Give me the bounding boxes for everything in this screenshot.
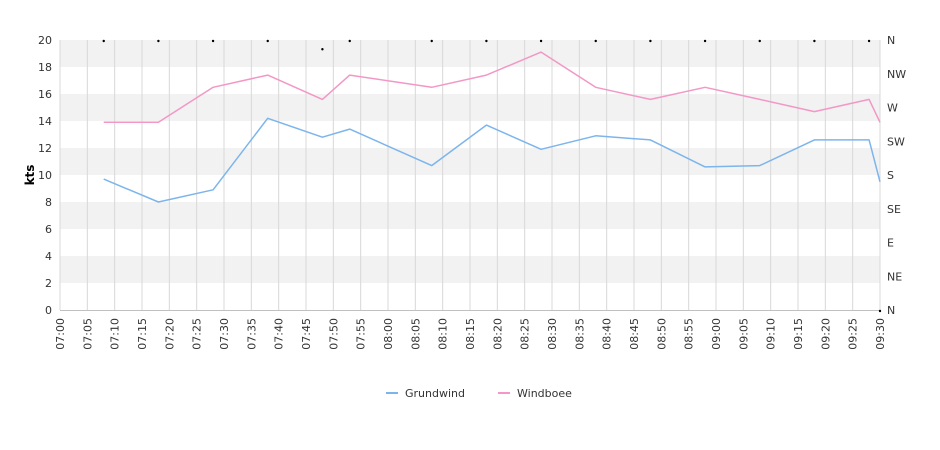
series-line-grundwind bbox=[103, 117, 881, 203]
series-lines bbox=[103, 51, 881, 203]
x-tick-label: 07:55 bbox=[355, 318, 368, 350]
x-tick-label: 09:00 bbox=[710, 318, 723, 350]
direction-marker bbox=[813, 39, 816, 43]
y-tick-label: 18 bbox=[38, 61, 52, 74]
x-tick-label: 07:05 bbox=[81, 318, 94, 350]
x-tick-label: 08:10 bbox=[437, 318, 450, 350]
direction-markers bbox=[102, 39, 882, 313]
y-tick-label: 10 bbox=[38, 169, 52, 182]
x-tick-label: 07:15 bbox=[136, 318, 149, 350]
direction-marker bbox=[348, 39, 351, 43]
x-tick-label: 09:30 bbox=[874, 318, 887, 350]
x-tick-label: 09:05 bbox=[737, 318, 750, 350]
y-axis-label: kts bbox=[23, 165, 37, 186]
x-tick-label: 07:25 bbox=[191, 318, 204, 350]
y2-tick-label: NW bbox=[887, 68, 906, 81]
direction-marker bbox=[485, 39, 488, 43]
y2-tick-label: SW bbox=[887, 135, 905, 148]
x-tick-label: 08:30 bbox=[546, 318, 559, 350]
direction-marker bbox=[539, 39, 543, 43]
y2-tick-label: S bbox=[887, 169, 894, 182]
direction-marker bbox=[649, 39, 652, 43]
direction-marker bbox=[594, 39, 597, 43]
x-tick-label: 08:05 bbox=[409, 318, 422, 350]
x-tick-label: 07:40 bbox=[273, 318, 286, 350]
direction-marker bbox=[703, 39, 707, 43]
x-tick-label: 09:20 bbox=[819, 318, 832, 350]
x-tick-label: 07:00 bbox=[54, 318, 67, 350]
direction-marker bbox=[266, 39, 269, 43]
y2-tick-label: SE bbox=[887, 203, 901, 216]
y-tick-label: 6 bbox=[45, 223, 52, 236]
legend-label: Windboee bbox=[517, 387, 572, 400]
x-tick-label: 08:15 bbox=[464, 318, 477, 350]
y-tick-label: 20 bbox=[38, 34, 52, 47]
direction-marker bbox=[211, 39, 215, 43]
x-tick-label: 07:30 bbox=[218, 318, 231, 350]
x-tick-label: 07:20 bbox=[163, 318, 176, 350]
direction-marker bbox=[321, 48, 324, 51]
direction-marker bbox=[867, 39, 871, 43]
x-tick-label: 09:10 bbox=[765, 318, 778, 350]
x-axis-ticks: 07:00 07:05 07:10 07:15 07:20 07:25 07:30 07:35… bbox=[54, 318, 887, 350]
y2-tick-label: N bbox=[887, 34, 895, 47]
y2-axis-ticks: N NW W SW S SE E NE N bbox=[887, 34, 906, 317]
direction-marker bbox=[102, 39, 105, 43]
y-tick-label: 14 bbox=[38, 115, 52, 128]
x-tick-label: 08:55 bbox=[683, 318, 696, 350]
x-tick-label: 08:00 bbox=[382, 318, 395, 350]
x-tick-label: 09:25 bbox=[847, 318, 860, 350]
x-tick-label: 07:35 bbox=[245, 318, 258, 350]
x-tick-label: 08:40 bbox=[601, 318, 614, 350]
x-tick-label: 08:50 bbox=[655, 318, 668, 350]
direction-marker bbox=[157, 39, 160, 43]
direction-marker bbox=[758, 39, 761, 43]
y-axis-ticks: 0 2 4 6 8 10 12 14 16 18 20 bbox=[38, 34, 52, 317]
legend: Grundwind Windboee bbox=[386, 387, 572, 400]
series-line-windboee bbox=[103, 51, 881, 124]
x-tick-label: 07:50 bbox=[327, 318, 340, 350]
y2-tick-label: N bbox=[887, 304, 895, 317]
x-tick-label: 08:25 bbox=[519, 318, 532, 350]
y-tick-label: 2 bbox=[45, 277, 52, 290]
y2-tick-label: W bbox=[887, 102, 898, 115]
y-tick-label: 12 bbox=[38, 142, 52, 155]
x-tick-label: 08:45 bbox=[628, 318, 641, 350]
x-tick-label: 08:35 bbox=[573, 318, 586, 350]
x-tick-label: 07:10 bbox=[109, 318, 122, 350]
y-tick-label: 16 bbox=[38, 88, 52, 101]
x-tick-label: 08:20 bbox=[491, 318, 504, 350]
y2-tick-label: E bbox=[887, 237, 894, 250]
direction-marker bbox=[430, 39, 433, 43]
vertical-gridlines bbox=[59, 40, 881, 310]
y-tick-label: 4 bbox=[45, 250, 52, 263]
x-tick-label: 07:45 bbox=[300, 318, 313, 350]
y-tick-label: 8 bbox=[45, 196, 52, 209]
y2-tick-label: NE bbox=[887, 270, 902, 283]
x-tick-label: 09:15 bbox=[792, 318, 805, 350]
y-tick-label: 0 bbox=[45, 304, 52, 317]
legend-label: Grundwind bbox=[405, 387, 465, 400]
direction-marker bbox=[878, 309, 882, 313]
